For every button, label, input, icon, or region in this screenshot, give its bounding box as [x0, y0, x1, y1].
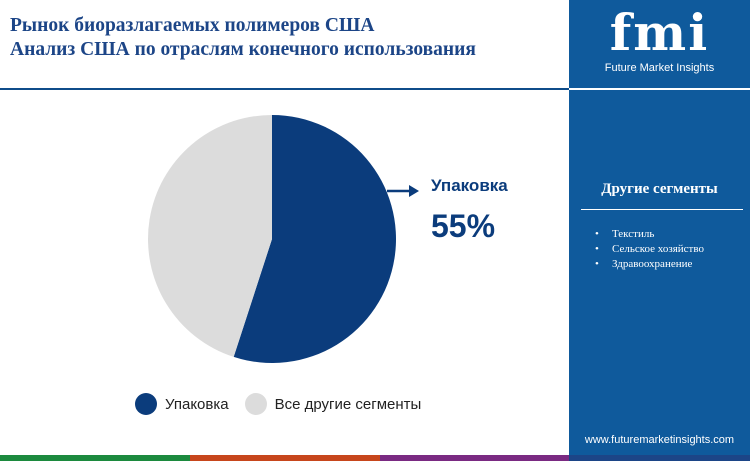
callout-value: 55% [431, 208, 496, 244]
legend: Упаковка Все другие сегменты [135, 393, 437, 415]
callout-label: Упаковка [431, 176, 508, 195]
bottom-bar-segment-2 [190, 455, 380, 461]
pie-slice-other [148, 115, 272, 357]
logo-tagline: Future Market Insights [604, 62, 715, 74]
chart-title: Рынок биоразлагаемых полимеров США Анали… [10, 14, 476, 62]
fmi-logo: fmi Future Market Insights [569, 3, 750, 75]
legend-label-other: Все другие сегменты [274, 395, 422, 413]
sidebar-divider [569, 88, 750, 90]
other-segments-title: Другие сегменты [601, 181, 718, 197]
chart-title-line-1: Рынок биоразлагаемых полимеров США [10, 15, 375, 36]
pie-slice-packaging [233, 115, 397, 364]
legend-label-packaging: Упаковка [165, 395, 229, 413]
segment-item-agriculture: Сельское хозяйство [595, 242, 704, 257]
segments-divider [581, 209, 743, 210]
legend-swatch-other [244, 393, 267, 415]
bottom-bar-segment-3 [380, 455, 569, 461]
bottom-bar-segment-1 [0, 455, 190, 461]
callout-arrow-head [409, 185, 419, 197]
chart-panel: Рынок биоразлагаемых полимеров США Анали… [0, 14, 569, 415]
bottom-color-bar [0, 455, 750, 461]
title-divider [0, 88, 569, 90]
other-segments-list: Текстиль Сельское хозяйство Здравоохране… [595, 227, 704, 272]
bottom-bar-segment-4 [569, 455, 750, 461]
website-link[interactable]: www.futuremarketinsights.com [584, 434, 735, 446]
sidebar: fmi Future Market Insights Другие сегмен… [569, 0, 750, 461]
legend-swatch-packaging [135, 393, 157, 415]
pie-chart [148, 115, 419, 364]
segment-item-textile: Текстиль [595, 227, 704, 242]
chart-title-line-2: Анализ США по отраслям конечного использ… [10, 39, 476, 60]
segment-item-healthcare: Здравоохранение [595, 257, 704, 272]
legend-item-other: Все другие сегменты [244, 393, 422, 415]
legend-item-packaging: Упаковка [135, 393, 229, 415]
logo-wordmark: fmi [609, 3, 710, 62]
